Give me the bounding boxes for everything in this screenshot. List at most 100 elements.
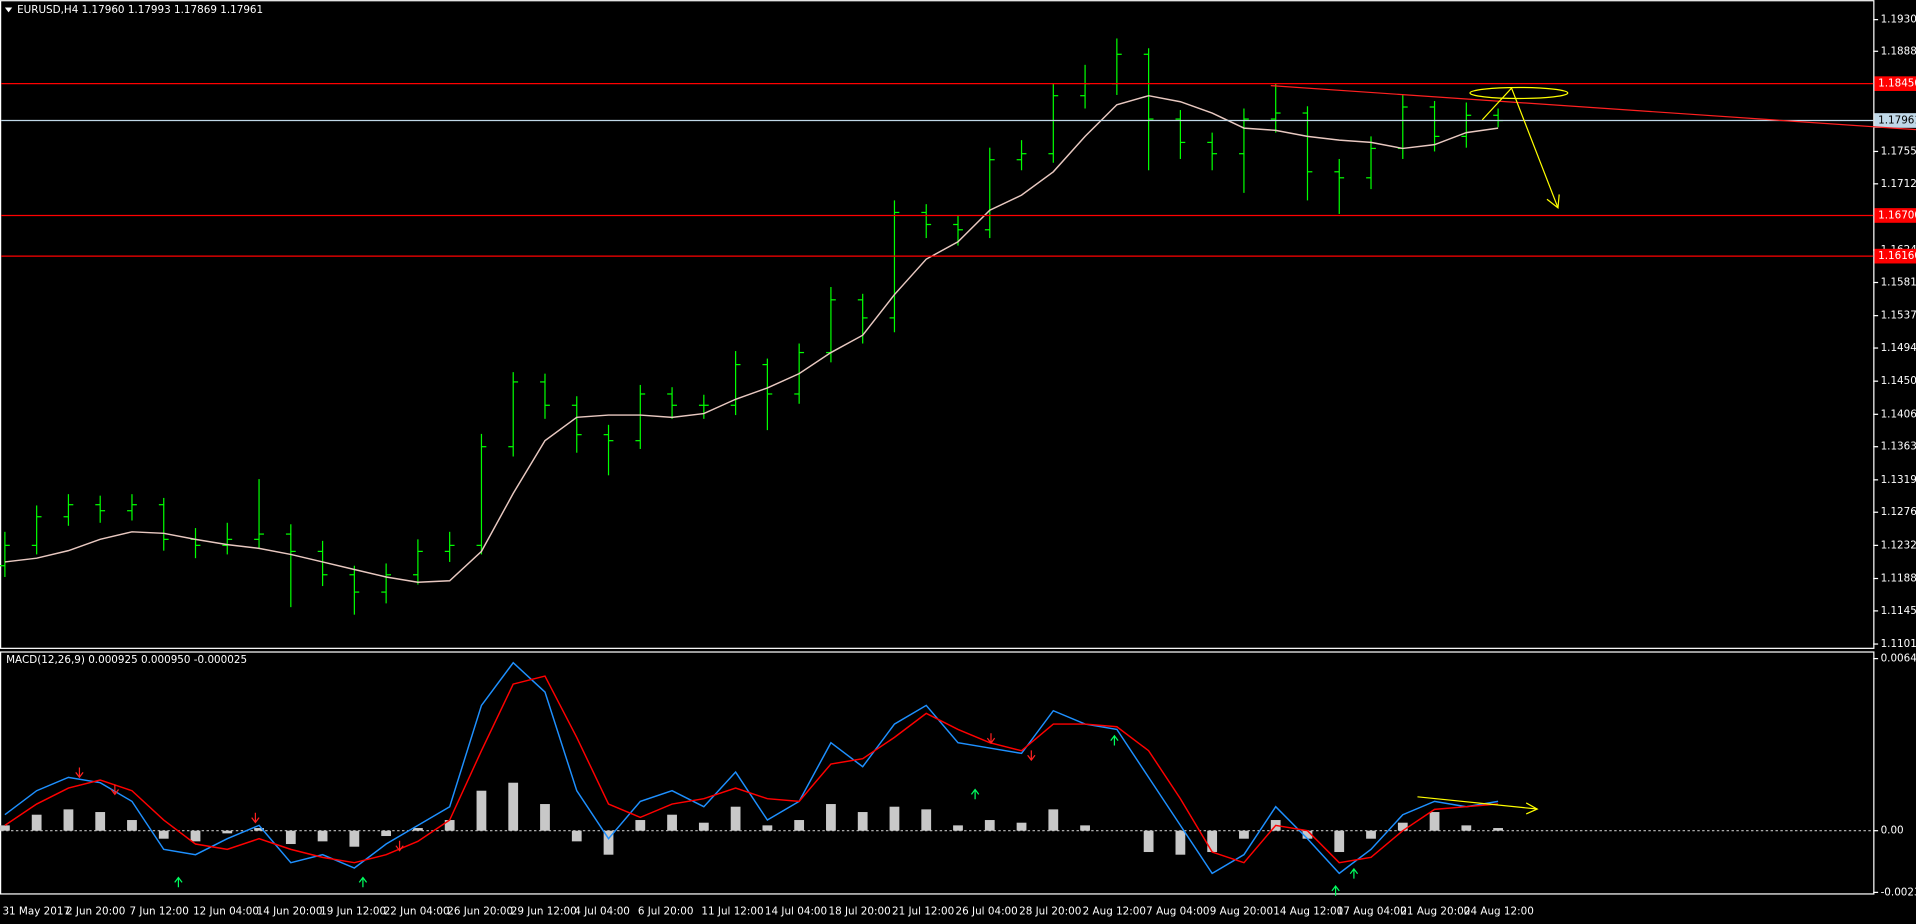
histogram-bar [826,804,836,831]
histogram-bar [381,830,392,837]
y-tick-label: 1.19300 [1881,14,1916,26]
histogram-bar [540,804,550,831]
histogram-bar [730,806,741,831]
histogram-bar [571,830,582,842]
y-tick-label: 1.13190 [1881,474,1916,486]
y-tick-label: 1.15810 [1881,277,1916,289]
histogram-bar [0,825,10,831]
y-tick-label: 1.13630 [1881,441,1916,453]
histogram-bar [889,806,900,831]
y-tick-label: 1.17550 [1881,145,1916,157]
arrow-head [1546,194,1560,210]
y-tick-label: 1.14940 [1881,342,1916,354]
x-tick-label: 6 Jul 20:00 [638,906,694,918]
histogram-bar [603,830,614,855]
price-label-box [1874,113,1916,128]
x-tick-label: 14 Jun 20:00 [257,906,323,918]
price-panel [0,0,1875,649]
histogram-bar [285,830,296,845]
histogram-bar [254,828,264,831]
y-tick-label: 1.12320 [1881,539,1916,551]
buy-arrow [358,876,368,888]
histogram-bar [1207,830,1218,853]
x-tick-label: 9 Aug 20:00 [1210,906,1273,918]
x-tick-label: 14 Aug 12:00 [1273,906,1343,918]
price-label-box [1874,76,1916,91]
macd-line [4,661,1499,875]
histogram-bar [1080,825,1090,831]
x-tick-label: 26 Jun 20:00 [447,906,513,918]
symbol-header: EURUSD,H4 1.17960 1.17993 1.17869 1.1796… [17,4,263,16]
sell-arrow [110,784,120,796]
histogram-bar [31,814,42,831]
y-tick-label: 1.12760 [1881,506,1916,518]
buy-arrow [1349,867,1359,879]
projection-arrow [1481,86,1559,209]
y-tick-label: 1.15370 [1881,310,1916,322]
buy-arrow [1331,884,1340,896]
x-tick-label: 4 Jul 04:00 [574,906,630,918]
histogram-bar [953,825,963,831]
sell-arrow [986,733,996,745]
histogram-bar [635,820,646,831]
histogram-bar [95,812,106,831]
histogram-bar [1143,830,1154,853]
price-label: 1.17961 [1878,114,1916,126]
y-tick-label: -0.002314 [1881,886,1916,898]
histogram-bar [857,812,868,831]
histogram-bar [1048,809,1059,831]
histogram-bar [698,822,709,831]
moving-average [4,94,1499,584]
y-tick-label: 1.18880 [1881,45,1916,57]
x-tick-label: 21 Aug 20:00 [1400,906,1470,918]
buy-arrow [174,876,183,888]
x-tick-label: 7 Aug 04:00 [1146,906,1209,918]
x-tick-label: 7 Jun 12:00 [130,906,189,918]
y-tick-label: 1.11450 [1881,605,1916,617]
macd-panel [0,651,1875,895]
histogram-bar [794,820,805,831]
x-tick-label: 17 Aug 04:00 [1337,906,1407,918]
trend-line [1270,85,1916,131]
sell-arrow [1027,750,1036,762]
histogram-bar [667,814,677,831]
histogram-bar [1493,828,1503,831]
histogram-bar [63,809,74,831]
histogram-bar [921,809,932,831]
menu-triangle[interactable] [4,7,13,13]
histogram-bar [1397,822,1408,831]
histogram-bar [222,830,233,834]
x-tick-label: 22 Jun 04:00 [384,906,450,918]
y-tick-label: 1.14060 [1881,408,1916,420]
sell-arrow [75,767,84,779]
x-tick-label: 2 Jun 20:00 [66,906,125,918]
x-tick-label: 12 Jun 04:00 [193,906,259,918]
x-tick-label: 14 Jul 04:00 [765,906,827,918]
histogram-bar [1334,830,1345,853]
x-tick-label: 28 Jul 20:00 [1019,906,1081,918]
x-tick-label: 21 Jul 12:00 [892,906,954,918]
y-tick-label: 1.11880 [1881,573,1916,585]
x-tick-label: 19 Jun 12:00 [320,906,386,918]
histogram-bar [1302,830,1313,839]
x-tick-label: 31 May 2017 [2,906,70,918]
y-tick-label: 0.00 [1881,825,1904,837]
histogram-bar [444,820,455,831]
price-label-box [1874,248,1916,264]
macd-line [4,675,1499,864]
sell-arrow [251,812,260,824]
histogram-bar [349,830,360,847]
macd-header: MACD(12,26,9) 0.000925 0.000950 -0.00002… [6,654,247,666]
price-label: 1.16160 [1878,250,1916,262]
histogram-bar [762,825,773,831]
x-tick-label: 29 Jun 12:00 [511,906,577,918]
histogram-bar [1016,822,1027,831]
x-tick-label: 18 Jul 20:00 [828,906,890,918]
x-tick-label: 2 Aug 12:00 [1083,906,1146,918]
x-tick-label: 11 Jul 12:00 [701,906,763,918]
plot-area: 1.193001.188801.175501.171201.162401.158… [0,14,1916,918]
histogram-bar [508,782,519,831]
histogram-bar [1366,830,1376,839]
